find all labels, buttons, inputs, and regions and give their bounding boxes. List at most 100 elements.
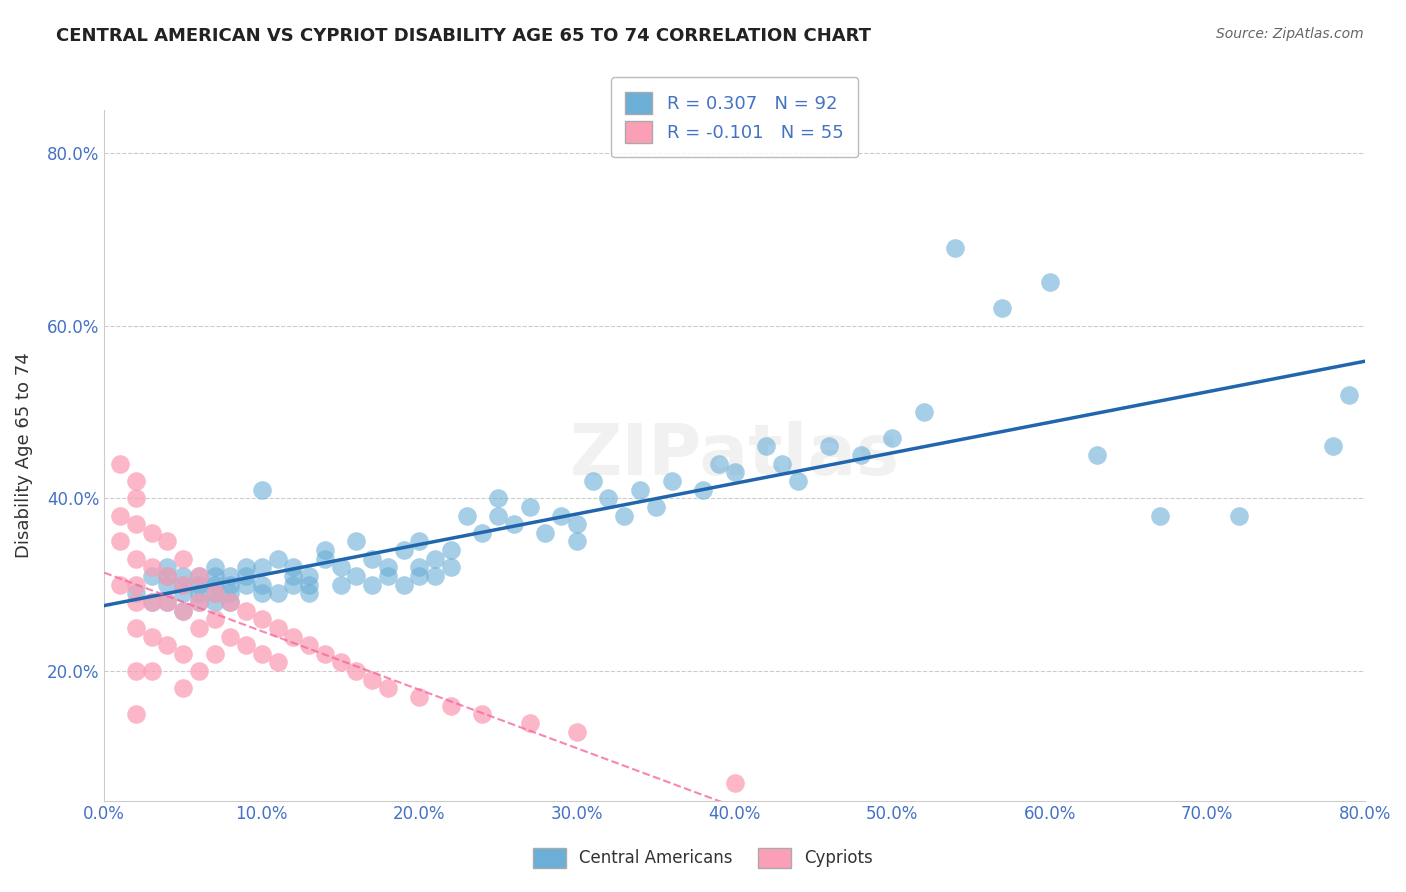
Point [219,595,242,609]
Point [266,656,288,670]
Point [250,647,273,661]
Point [172,569,194,583]
Point [408,534,430,549]
Point [141,664,163,678]
Point [723,466,745,480]
Point [377,681,399,696]
Legend: R = 0.307   N = 92, R = -0.101   N = 55: R = 0.307 N = 92, R = -0.101 N = 55 [612,78,858,157]
Point [377,560,399,574]
Point [408,560,430,574]
Point [141,525,163,540]
Point [125,595,148,609]
Point [991,301,1014,316]
Point [314,543,336,558]
Point [125,664,148,678]
Point [329,560,352,574]
Point [187,621,209,635]
Point [219,595,242,609]
Point [298,577,321,591]
Point [1085,448,1108,462]
Point [266,586,288,600]
Point [172,647,194,661]
Point [156,560,179,574]
Point [125,474,148,488]
Point [456,508,478,523]
Point [235,569,257,583]
Point [219,577,242,591]
Point [204,612,226,626]
Point [108,508,131,523]
Point [423,551,446,566]
Point [141,630,163,644]
Point [125,621,148,635]
Point [344,664,367,678]
Point [108,457,131,471]
Point [156,569,179,583]
Point [392,543,415,558]
Point [298,586,321,600]
Point [141,595,163,609]
Point [1227,508,1250,523]
Point [707,457,730,471]
Point [786,474,808,488]
Point [408,569,430,583]
Point [329,577,352,591]
Point [156,569,179,583]
Point [125,517,148,532]
Point [219,630,242,644]
Point [250,577,273,591]
Point [582,474,605,488]
Point [204,586,226,600]
Point [471,525,494,540]
Point [283,577,305,591]
Point [314,551,336,566]
Point [440,698,463,713]
Point [723,776,745,790]
Point [172,586,194,600]
Point [1337,387,1360,401]
Point [141,595,163,609]
Text: CENTRAL AMERICAN VS CYPRIOT DISABILITY AGE 65 TO 74 CORRELATION CHART: CENTRAL AMERICAN VS CYPRIOT DISABILITY A… [56,27,872,45]
Point [565,724,588,739]
Point [108,577,131,591]
Point [204,586,226,600]
Point [613,508,636,523]
Point [486,508,509,523]
Point [204,595,226,609]
Point [156,577,179,591]
Point [219,569,242,583]
Legend: Central Americans, Cypriots: Central Americans, Cypriots [526,841,880,875]
Point [172,604,194,618]
Point [329,656,352,670]
Point [1322,440,1344,454]
Point [849,448,872,462]
Point [818,440,841,454]
Point [266,551,288,566]
Point [172,577,194,591]
Point [204,647,226,661]
Point [235,577,257,591]
Point [187,569,209,583]
Point [440,543,463,558]
Point [250,560,273,574]
Point [298,638,321,652]
Point [283,569,305,583]
Point [235,638,257,652]
Point [235,560,257,574]
Point [204,577,226,591]
Point [187,595,209,609]
Point [156,534,179,549]
Point [283,560,305,574]
Point [141,569,163,583]
Point [361,577,384,591]
Point [187,664,209,678]
Text: ZIPatlas: ZIPatlas [569,421,900,490]
Point [172,551,194,566]
Point [125,586,148,600]
Point [661,474,683,488]
Point [519,715,541,730]
Y-axis label: Disability Age 65 to 74: Disability Age 65 to 74 [15,352,32,558]
Point [598,491,620,506]
Point [204,569,226,583]
Point [187,595,209,609]
